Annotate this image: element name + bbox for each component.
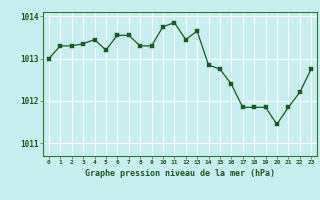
X-axis label: Graphe pression niveau de la mer (hPa): Graphe pression niveau de la mer (hPa) (85, 169, 275, 178)
